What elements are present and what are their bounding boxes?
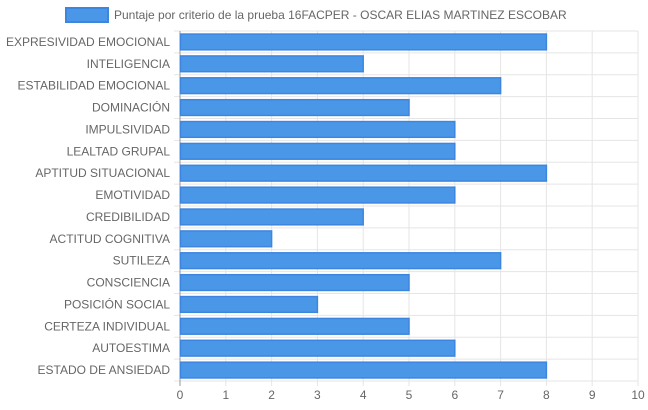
x-tick-label: 6 — [451, 388, 458, 402]
x-tick-labels: 0 1 2 3 4 5 6 7 8 9 10 — [177, 388, 645, 402]
x-tick-label: 9 — [589, 388, 596, 402]
x-tick-label: 0 — [177, 388, 184, 402]
category-label: INTELIGENCIA — [87, 57, 170, 71]
bar[interactable] — [179, 252, 502, 270]
category-label: LEALTAD GRUPAL — [67, 144, 171, 158]
legend-label: Puntaje por criterio de la prueba 16FACP… — [114, 8, 567, 22]
bar[interactable] — [179, 208, 364, 226]
category-label: ESTABILIDAD EMOCIONAL — [18, 79, 171, 93]
x-tick-label: 3 — [314, 388, 321, 402]
x-tick-label: 5 — [406, 388, 413, 402]
category-label: EMOTIVIDAD — [95, 188, 170, 202]
bar[interactable] — [179, 120, 456, 139]
category-label: DOMINACIÓN — [92, 100, 170, 115]
x-tick-label: 4 — [360, 388, 367, 402]
category-label: CERTEZA INDIVIDUAL — [44, 319, 170, 333]
x-tick-label: 7 — [497, 388, 504, 402]
x-tick-label: 1 — [222, 388, 229, 402]
category-label: AUTOESTIMA — [92, 341, 170, 355]
bar[interactable] — [179, 55, 364, 73]
bar[interactable] — [179, 295, 319, 314]
category-label: POSICIÓN SOCIAL — [64, 296, 170, 311]
bar[interactable] — [179, 230, 273, 248]
bar[interactable] — [179, 98, 410, 117]
x-tick-label: 2 — [268, 388, 275, 402]
category-label: CONSCIENCIA — [87, 276, 170, 290]
category-label: ESTADO DE ANSIEDAD — [38, 363, 171, 377]
category-label: EXPRESIVIDAD EMOCIONAL — [6, 35, 170, 49]
bar[interactable] — [179, 77, 502, 95]
x-tick-label: 10 — [631, 388, 645, 402]
x-tick-label: 8 — [543, 388, 550, 402]
category-label: ACTITUD COGNITIVA — [50, 232, 170, 246]
bar[interactable] — [179, 317, 410, 335]
bar[interactable] — [179, 361, 548, 379]
bar[interactable] — [179, 273, 410, 292]
legend[interactable]: Puntaje por criterio de la prueba 16FACP… — [65, 7, 567, 23]
category-label: IMPULSIVIDAD — [85, 122, 170, 136]
bar[interactable] — [179, 33, 548, 51]
category-label: APTITUD SITUACIONAL — [35, 166, 170, 180]
category-labels: EXPRESIVIDAD EMOCIONAL INTELIGENCIA ESTABI… — [6, 35, 170, 377]
legend-swatch — [65, 7, 109, 23]
bar[interactable] — [179, 142, 456, 160]
category-label: CREDIBILIDAD — [86, 210, 170, 224]
bar[interactable] — [179, 164, 548, 182]
category-label: SUTILEZA — [113, 254, 170, 268]
bar[interactable] — [179, 186, 456, 204]
bars — [179, 33, 548, 379]
bar[interactable] — [179, 339, 456, 357]
